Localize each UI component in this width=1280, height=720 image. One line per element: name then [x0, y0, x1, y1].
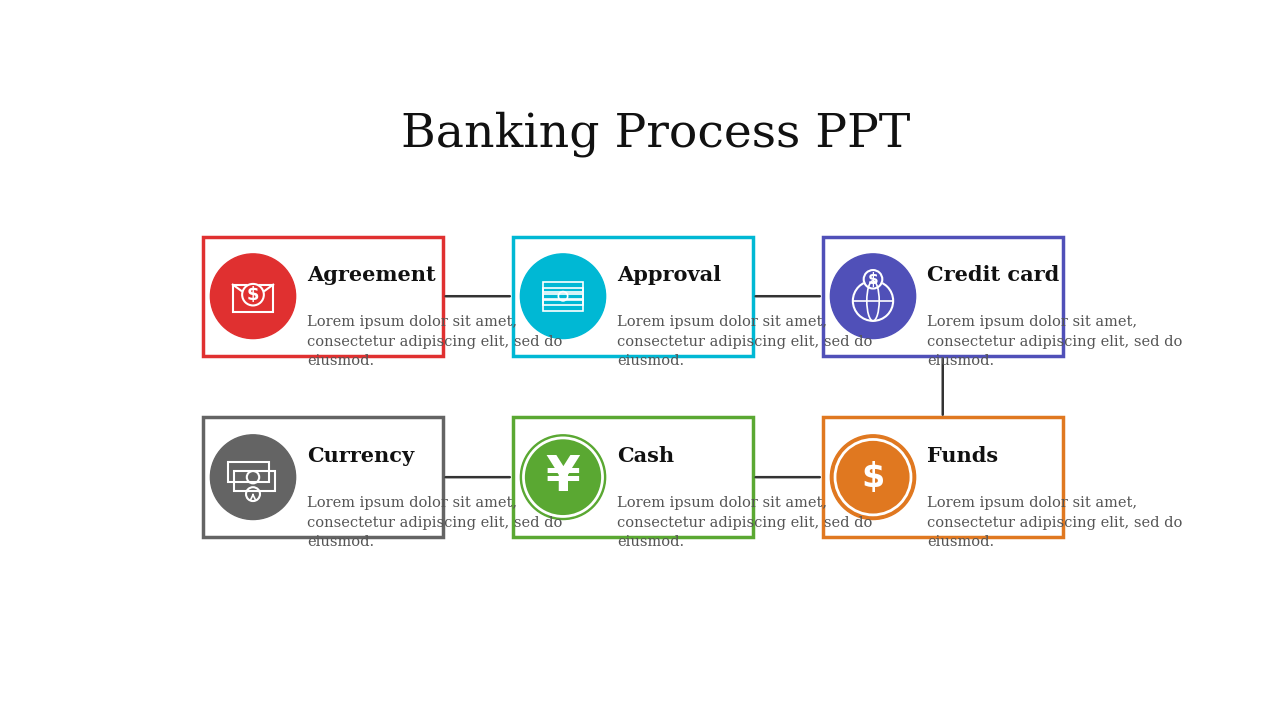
Bar [823, 418, 1062, 537]
Text: Banking Process PPT: Banking Process PPT [402, 112, 910, 157]
Text: $: $ [247, 286, 260, 304]
Circle shape [210, 254, 296, 338]
Bar [202, 237, 443, 356]
Text: ¥: ¥ [545, 453, 580, 501]
Text: Lorem ipsum dolor sit amet,
consectetur adipiscing elit, sed do
eiusmod.: Lorem ipsum dolor sit amet, consectetur … [307, 496, 563, 549]
Bar [543, 300, 584, 311]
Text: Credit card: Credit card [927, 265, 1060, 284]
Bar [233, 284, 273, 312]
Text: Currency: Currency [307, 446, 415, 466]
Bar [543, 282, 584, 292]
Bar [543, 294, 584, 305]
Text: Lorem ipsum dolor sit amet,
consectetur adipiscing elit, sed do
eiusmod.: Lorem ipsum dolor sit amet, consectetur … [617, 315, 873, 369]
Text: Cash: Cash [617, 446, 675, 466]
Circle shape [210, 435, 296, 520]
Bar [512, 237, 753, 356]
Text: Approval: Approval [617, 265, 722, 284]
Text: $: $ [868, 271, 878, 287]
Bar [228, 462, 269, 482]
Circle shape [242, 284, 264, 305]
Bar [202, 418, 443, 537]
Circle shape [831, 435, 915, 520]
Text: $: $ [861, 461, 884, 494]
Bar [543, 288, 584, 299]
Circle shape [521, 435, 605, 520]
Bar [234, 471, 275, 491]
Circle shape [831, 254, 915, 338]
Circle shape [521, 254, 605, 338]
Bar [823, 237, 1062, 356]
Text: Lorem ipsum dolor sit amet,
consectetur adipiscing elit, sed do
eiusmod.: Lorem ipsum dolor sit amet, consectetur … [927, 496, 1183, 549]
Text: Lorem ipsum dolor sit amet,
consectetur adipiscing elit, sed do
eiusmod.: Lorem ipsum dolor sit amet, consectetur … [927, 315, 1183, 369]
Text: Funds: Funds [927, 446, 998, 466]
Circle shape [864, 270, 882, 289]
Text: Lorem ipsum dolor sit amet,
consectetur adipiscing elit, sed do
eiusmod.: Lorem ipsum dolor sit amet, consectetur … [617, 496, 873, 549]
Bar [512, 418, 753, 537]
Text: Agreement: Agreement [307, 265, 436, 284]
Text: Lorem ipsum dolor sit amet,
consectetur adipiscing elit, sed do
eiusmod.: Lorem ipsum dolor sit amet, consectetur … [307, 315, 563, 369]
